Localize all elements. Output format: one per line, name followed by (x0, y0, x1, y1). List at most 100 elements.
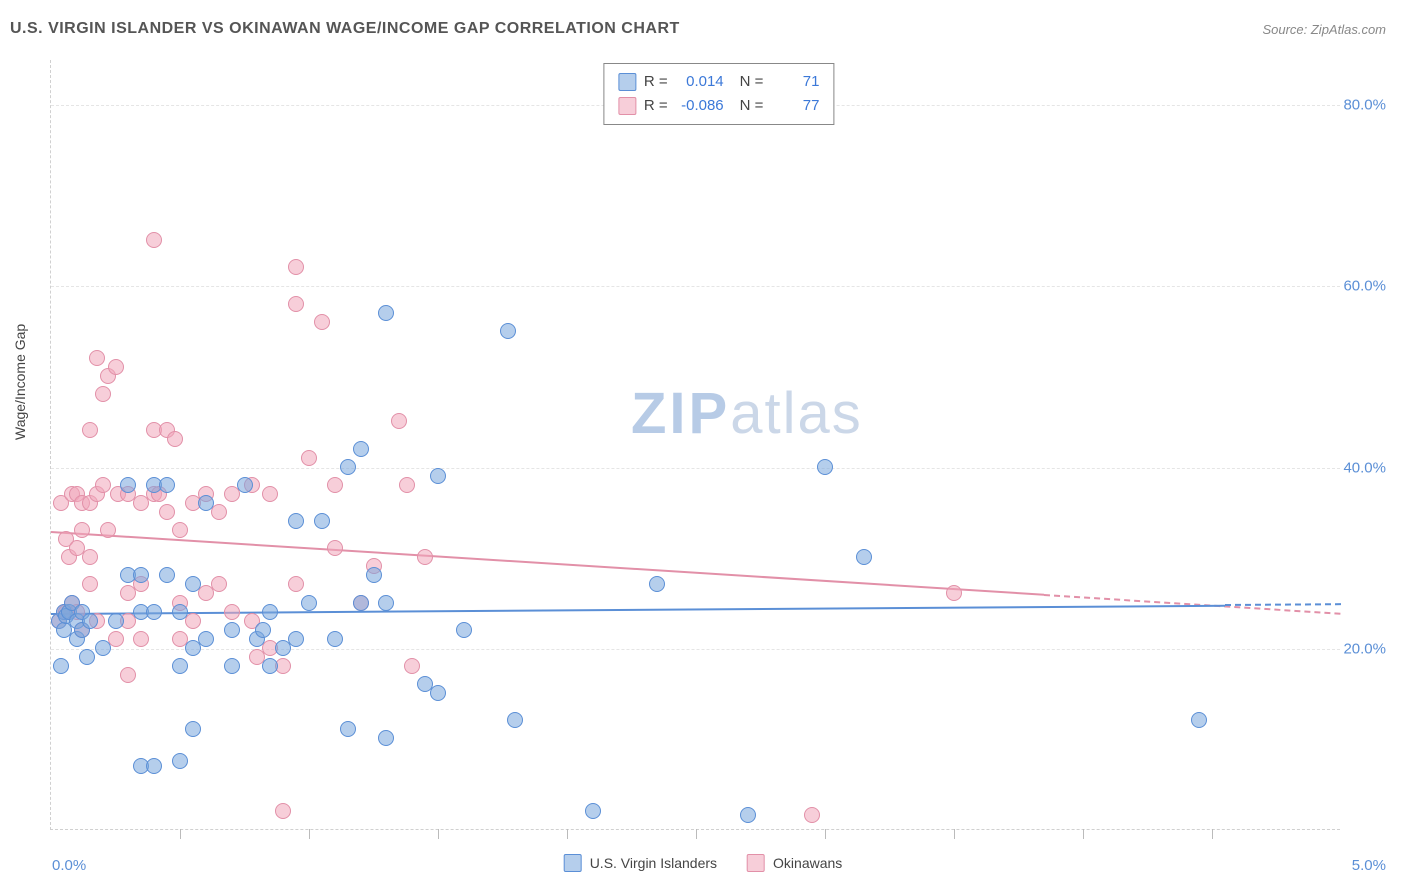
plot-area: ZIPatlas R = 0.014 N = 71 R = -0.086 N =… (50, 60, 1340, 830)
r-value-blue: 0.014 (676, 70, 724, 94)
stats-row-pink: R = -0.086 N = 77 (618, 94, 820, 118)
point-pink (95, 386, 111, 402)
point-blue (172, 604, 188, 620)
point-pink (74, 522, 90, 538)
point-blue (262, 658, 278, 674)
r-label: R = (644, 94, 668, 118)
point-blue (255, 622, 271, 638)
point-pink (262, 486, 278, 502)
point-blue (198, 495, 214, 511)
point-blue (288, 513, 304, 529)
n-value-pink: 77 (771, 94, 819, 118)
point-blue (340, 459, 356, 475)
y-axis-label: Wage/Income Gap (12, 324, 28, 440)
y-tick-label: 20.0% (1343, 640, 1386, 657)
x-tick-min: 0.0% (52, 857, 86, 874)
point-blue (649, 576, 665, 592)
point-blue (185, 721, 201, 737)
point-blue (301, 595, 317, 611)
point-blue (79, 649, 95, 665)
swatch-blue (564, 854, 582, 872)
x-tick (567, 829, 568, 839)
point-pink (82, 422, 98, 438)
point-pink (288, 296, 304, 312)
x-tick-max: 5.0% (1352, 857, 1386, 874)
point-blue (430, 685, 446, 701)
point-blue (172, 658, 188, 674)
point-blue (340, 721, 356, 737)
point-pink (275, 803, 291, 819)
point-pink (211, 504, 227, 520)
point-pink (946, 585, 962, 601)
point-blue (237, 477, 253, 493)
point-blue (1191, 712, 1207, 728)
point-blue (82, 613, 98, 629)
r-value-pink: -0.086 (676, 94, 724, 118)
point-blue (262, 604, 278, 620)
x-tick (1212, 829, 1213, 839)
point-pink (288, 576, 304, 592)
x-tick (1083, 829, 1084, 839)
point-blue (353, 441, 369, 457)
n-value-blue: 71 (771, 70, 819, 94)
y-tick-label: 40.0% (1343, 459, 1386, 476)
swatch-pink (618, 97, 636, 115)
point-blue (456, 622, 472, 638)
stats-legend: R = 0.014 N = 71 R = -0.086 N = 77 (603, 63, 835, 125)
point-blue (120, 477, 136, 493)
point-pink (211, 576, 227, 592)
point-blue (366, 567, 382, 583)
point-blue (288, 631, 304, 647)
point-blue (585, 803, 601, 819)
n-label: N = (740, 70, 764, 94)
point-pink (301, 450, 317, 466)
watermark-rest: atlas (730, 381, 863, 446)
swatch-pink (747, 854, 765, 872)
n-label: N = (740, 94, 764, 118)
point-blue (224, 622, 240, 638)
point-blue (159, 477, 175, 493)
legend-label-pink: Okinawans (773, 855, 842, 871)
point-blue (146, 758, 162, 774)
point-pink (172, 522, 188, 538)
point-blue (378, 730, 394, 746)
legend-label-blue: U.S. Virgin Islanders (590, 855, 717, 871)
point-pink (89, 350, 105, 366)
point-blue (740, 807, 756, 823)
series-legend: U.S. Virgin Islanders Okinawans (564, 854, 843, 872)
point-pink (804, 807, 820, 823)
legend-item-pink: Okinawans (747, 854, 842, 872)
point-blue (378, 305, 394, 321)
point-pink (100, 522, 116, 538)
x-tick (309, 829, 310, 839)
point-pink (108, 359, 124, 375)
point-blue (500, 323, 516, 339)
point-blue (159, 567, 175, 583)
point-blue (314, 513, 330, 529)
point-blue (507, 712, 523, 728)
point-pink (133, 631, 149, 647)
source-attribution: Source: ZipAtlas.com (1262, 22, 1386, 37)
point-pink (404, 658, 420, 674)
point-blue (856, 549, 872, 565)
point-blue (146, 604, 162, 620)
watermark-zip: ZIP (631, 381, 730, 446)
point-pink (82, 576, 98, 592)
watermark: ZIPatlas (631, 380, 863, 447)
point-pink (314, 314, 330, 330)
legend-item-blue: U.S. Virgin Islanders (564, 854, 717, 872)
point-pink (327, 540, 343, 556)
point-pink (288, 259, 304, 275)
point-pink (146, 232, 162, 248)
point-pink (391, 413, 407, 429)
point-pink (224, 604, 240, 620)
chart-title: U.S. VIRGIN ISLANDER VS OKINAWAN WAGE/IN… (10, 20, 680, 38)
point-blue (198, 631, 214, 647)
x-tick (825, 829, 826, 839)
point-pink (399, 477, 415, 493)
y-tick-label: 60.0% (1343, 278, 1386, 295)
point-blue (224, 658, 240, 674)
point-pink (82, 549, 98, 565)
point-pink (417, 549, 433, 565)
x-tick (180, 829, 181, 839)
